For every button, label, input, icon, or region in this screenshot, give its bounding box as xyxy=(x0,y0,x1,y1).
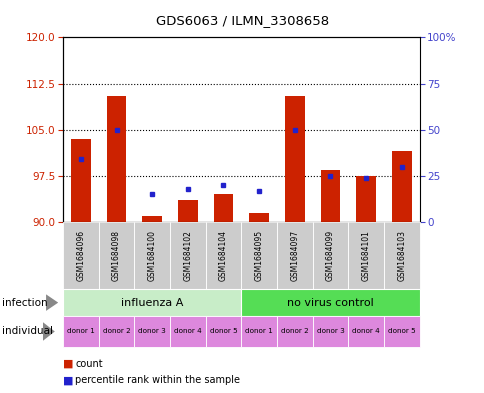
Polygon shape xyxy=(43,322,55,341)
Text: donor 2: donor 2 xyxy=(103,329,130,334)
Text: donor 1: donor 1 xyxy=(245,329,272,334)
Text: donor 2: donor 2 xyxy=(280,329,308,334)
Text: ■: ■ xyxy=(63,358,74,369)
Bar xyxy=(142,216,162,222)
Text: donor 5: donor 5 xyxy=(209,329,237,334)
Text: donor 1: donor 1 xyxy=(67,329,94,334)
Text: GSM1684096: GSM1684096 xyxy=(76,230,85,281)
Text: donor 3: donor 3 xyxy=(138,329,166,334)
Text: GSM1684095: GSM1684095 xyxy=(254,230,263,281)
Bar xyxy=(213,194,233,222)
Text: donor 3: donor 3 xyxy=(316,329,344,334)
Bar xyxy=(391,151,410,222)
Bar xyxy=(285,96,304,222)
Bar xyxy=(106,96,126,222)
Text: GSM1684099: GSM1684099 xyxy=(325,230,334,281)
Bar xyxy=(320,170,339,222)
Text: infection: infection xyxy=(2,298,48,308)
Text: ■: ■ xyxy=(63,375,74,386)
Text: GSM1684104: GSM1684104 xyxy=(218,230,227,281)
Text: GSM1684101: GSM1684101 xyxy=(361,230,370,281)
Text: count: count xyxy=(75,358,103,369)
Text: percentile rank within the sample: percentile rank within the sample xyxy=(75,375,240,386)
Text: individual: individual xyxy=(2,327,53,336)
Text: GSM1684103: GSM1684103 xyxy=(396,230,406,281)
Text: donor 5: donor 5 xyxy=(387,329,415,334)
Text: GSM1684102: GSM1684102 xyxy=(183,230,192,281)
Bar xyxy=(71,139,91,222)
Bar xyxy=(178,200,197,222)
Text: no virus control: no virus control xyxy=(287,298,373,308)
Text: influenza A: influenza A xyxy=(121,298,183,308)
Bar xyxy=(356,176,375,222)
Text: donor 4: donor 4 xyxy=(174,329,201,334)
Text: GSM1684098: GSM1684098 xyxy=(112,230,121,281)
Polygon shape xyxy=(46,294,58,311)
Bar xyxy=(249,213,268,222)
Text: GSM1684097: GSM1684097 xyxy=(289,230,299,281)
Text: donor 4: donor 4 xyxy=(351,329,379,334)
Text: GSM1684100: GSM1684100 xyxy=(147,230,156,281)
Text: GDS6063 / ILMN_3308658: GDS6063 / ILMN_3308658 xyxy=(156,14,328,27)
